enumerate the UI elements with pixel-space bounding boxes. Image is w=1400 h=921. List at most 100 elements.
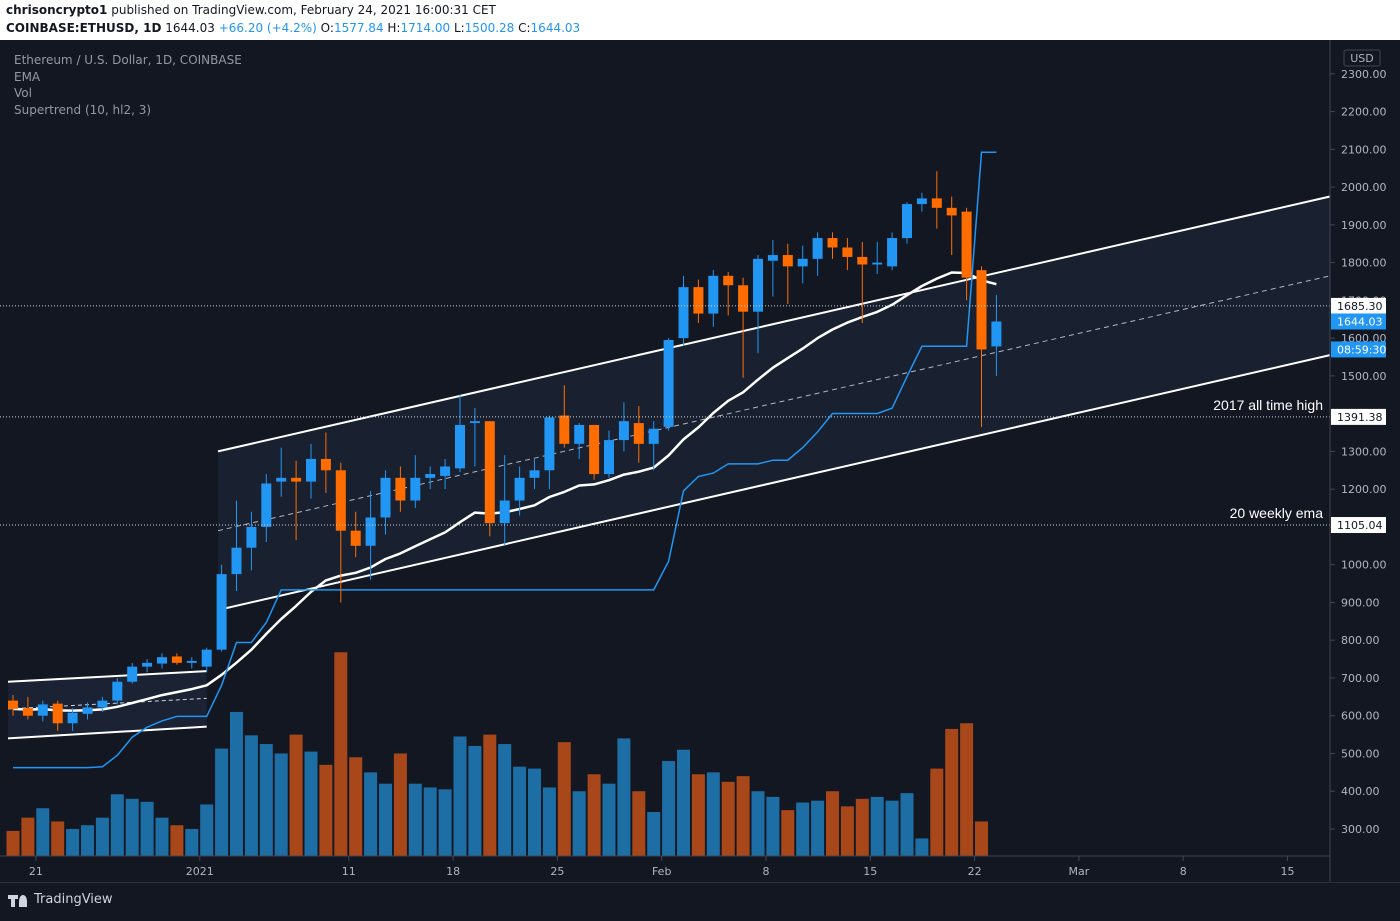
price-tick-label: 1800.00 — [1341, 257, 1387, 270]
candle-body — [827, 238, 838, 248]
candle-body — [767, 255, 778, 261]
horizontal-lines-layer: 2017 all time high 20 weekly ema — [0, 305, 1330, 526]
volume-bar — [110, 794, 124, 856]
time-tick-label: 21 — [29, 865, 43, 878]
close-value: 1644.03 — [530, 21, 581, 35]
candle-body — [320, 458, 331, 471]
volume-bar — [21, 817, 35, 856]
time-tick-label: Mar — [1069, 865, 1090, 878]
volume-bar — [95, 817, 109, 856]
level-label: 2017 all time high — [1213, 397, 1323, 413]
candle-body — [410, 477, 421, 501]
candle-body — [112, 681, 123, 701]
volume-bar — [632, 791, 646, 856]
ohlc-line: COINBASE:ETHUSD, 1D 1644.03 +66.20 (+4.2… — [6, 21, 580, 35]
volume-bar — [125, 798, 139, 856]
candle-body — [753, 258, 763, 312]
candle-body — [276, 477, 287, 482]
price-tag-label: 1685.30 — [1337, 300, 1383, 313]
price-tag-label: 08:59:30 — [1337, 343, 1386, 356]
price-tick-label: 1500.00 — [1341, 370, 1387, 383]
volume-bar — [528, 768, 541, 856]
candle-body — [648, 428, 659, 444]
channel-top-line — [217, 195, 1331, 453]
low-value: 1500.28 — [464, 21, 515, 35]
indicator-legend: Ethereum / U.S. Dollar, 1D, COINBASE EMA… — [14, 52, 242, 118]
volume-bar — [483, 734, 497, 856]
candle-body — [931, 198, 942, 208]
price-tick-label: 1000.00 — [1341, 559, 1387, 572]
legend-supertrend[interactable]: Supertrend (10, hl2, 3) — [14, 102, 152, 117]
volume-bar — [438, 789, 452, 856]
price-tick-label: 1200.00 — [1341, 483, 1387, 496]
candle-body — [678, 287, 689, 339]
price-tick-label: 2300.00 — [1341, 68, 1387, 81]
volume-bar — [319, 764, 333, 856]
price-tag — [1331, 313, 1386, 330]
candle-body — [499, 500, 510, 524]
volume-bar — [513, 766, 527, 856]
price-tick-label: 2200.00 — [1341, 106, 1387, 119]
volume-bar — [885, 800, 899, 856]
brand-name: TradingView — [34, 891, 113, 907]
price-tag — [1331, 341, 1386, 358]
price-tag-label: 1105.04 — [1337, 519, 1383, 532]
author-name[interactable]: chrisoncrypto1 — [6, 3, 108, 17]
candle-body — [976, 270, 987, 350]
supertrend-line — [13, 151, 997, 769]
time-axis[interactable]: 21 2021 11 18 25 Feb 8 15 22 Mar 8 15 — [29, 856, 1295, 878]
price-tick-label: 700.00 — [1341, 672, 1380, 685]
volume-bar — [572, 791, 586, 856]
time-tick-label: 18 — [446, 865, 460, 878]
volume-bar — [334, 652, 348, 856]
publish-line: chrisoncrypto1 published on TradingView.… — [6, 3, 496, 17]
candle-body — [902, 204, 912, 239]
volume-bar — [185, 829, 199, 856]
price-axis[interactable]: USD 2300.00 2200.00 2100.00 2000.00 1900.00 18… — [1330, 49, 1387, 836]
volume-layer — [6, 652, 988, 856]
price-change: +66.20 (+4.2%) — [218, 21, 317, 35]
small-channel-top — [7, 670, 207, 683]
publish-header: chrisoncrypto1 published on TradingView.… — [0, 0, 1400, 40]
volume-bar — [81, 825, 94, 856]
volume-bar — [945, 728, 959, 856]
volume-bar — [542, 787, 556, 856]
volume-bar — [781, 810, 795, 856]
volume-bar — [960, 723, 974, 856]
candle-body — [887, 238, 898, 267]
close-label: C: — [518, 21, 531, 35]
price-tag — [1331, 408, 1386, 425]
candle-body — [708, 275, 719, 314]
candle-body — [186, 660, 197, 663]
volume-bar — [826, 791, 839, 856]
candle-body — [201, 649, 212, 667]
price-chart[interactable]: 2017 all time high 20 weekly ema USD 2300.… — [0, 40, 1400, 882]
candle-body — [782, 255, 793, 267]
candle-body — [350, 530, 361, 546]
legend-title[interactable]: Ethereum / U.S. Dollar, 1D, COINBASE — [14, 53, 242, 67]
volume-bar — [587, 774, 601, 856]
price-tag — [1331, 297, 1386, 314]
tradingview-logo[interactable]: TradingView — [8, 891, 113, 907]
candle-body — [618, 421, 629, 441]
volume-bar — [691, 774, 705, 856]
volume-bar — [677, 749, 690, 856]
time-tick-label: 8 — [763, 865, 770, 878]
candle-body — [842, 247, 853, 257]
candle-body — [8, 700, 18, 709]
volume-bar — [811, 800, 825, 856]
legend-ema[interactable]: EMA — [14, 69, 41, 84]
candle-body — [484, 421, 495, 524]
channel-bottom-line — [217, 354, 1331, 611]
candle-body — [574, 424, 585, 444]
volume-bar — [557, 742, 571, 856]
volume-bar — [662, 761, 676, 856]
price-tick-label: 600.00 — [1341, 710, 1380, 723]
price-tick-label: 300.00 — [1341, 823, 1380, 836]
legend-vol[interactable]: Vol — [14, 86, 32, 100]
small-channel-bottom — [7, 725, 207, 740]
volume-bar — [155, 817, 169, 856]
currency-box[interactable] — [1343, 49, 1381, 67]
time-tick-label: 25 — [550, 865, 564, 878]
volume-bar — [975, 821, 988, 856]
